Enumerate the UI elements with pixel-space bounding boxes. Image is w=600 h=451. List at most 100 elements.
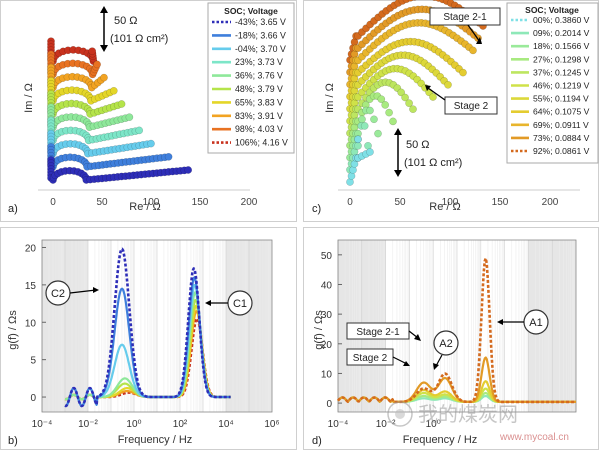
- annotation-text: C1: [233, 298, 247, 310]
- data-point: [397, 88, 406, 97]
- data-point: [402, 0, 411, 4]
- x-tick-label: 10⁶: [264, 419, 279, 430]
- x-tick-label: 100: [143, 197, 160, 208]
- data-point: [88, 47, 97, 56]
- data-point: [184, 166, 193, 174]
- data-point: [444, 80, 452, 89]
- data-point: [164, 152, 173, 161]
- y-tick-label: 20: [25, 243, 37, 254]
- plot-background: [41, 240, 272, 412]
- data-point: [93, 60, 101, 69]
- legend-entry: 36%; 3.76 V: [235, 71, 283, 81]
- legend-title: SOC; Voltage: [224, 6, 278, 16]
- annotation-c2: C2: [45, 280, 99, 306]
- legend-entry: -43%; 3.65 V: [235, 17, 286, 27]
- legend-entry: 23%; 3.73 V: [235, 57, 283, 67]
- legend-entry: 83%; 3.91 V: [235, 111, 283, 121]
- panel-a: 0 50 100 150 200 Re / Ω Im / Ω a) 50 Ω (101 …: [0, 0, 297, 222]
- annotation-a2: A2: [433, 330, 459, 370]
- legend-entry: 73%; 0.0884 V: [533, 133, 590, 143]
- data-point: [360, 122, 369, 130]
- legend-entry: 18%; 0.1566 V: [533, 41, 590, 51]
- watermark-text: 我的煤炭网: [418, 403, 518, 426]
- legend-title: SOC; Voltage: [525, 5, 579, 15]
- plot-frame: [41, 239, 273, 413]
- series-group: [47, 37, 193, 184]
- legend-entry: 00%; 0.3860 V: [533, 15, 590, 25]
- legend-entry: 64%; 0.1075 V: [533, 107, 590, 117]
- annotation-stage-2-1: Stage 2-1: [429, 7, 501, 44]
- data-point: [405, 99, 413, 108]
- panel-label-b: b): [8, 435, 18, 447]
- annotation-stage-2: Stage 2: [425, 85, 498, 115]
- x-tick-label: 100: [442, 197, 459, 208]
- series-group: [337, 257, 577, 404]
- annotation-a1: A1: [497, 309, 549, 335]
- x-tick-label: 10⁻²: [78, 419, 98, 430]
- y-tick-label: 30: [321, 310, 333, 321]
- panel-label-a: a): [8, 203, 18, 215]
- y-axis-label: Im / Ω: [324, 83, 336, 113]
- annotation-stage-2: Stage 2: [346, 348, 410, 366]
- panel-d: 0 10 20 30 40 50 10⁻⁴ 10⁻² 10⁰ Frequency / Hz g(…: [303, 227, 599, 450]
- data-point: [407, 0, 414, 2]
- legend-entries: -43%; 3.65 V -18%; 3.66 V -04%; 3.70 V 23%;…: [212, 17, 288, 148]
- data-point: [459, 68, 467, 77]
- data-point: [385, 108, 393, 117]
- data-point: [389, 117, 397, 126]
- annotation-text: Stage 2-1: [356, 327, 400, 338]
- data-point: [409, 105, 417, 114]
- y-tick-label: 0: [326, 399, 332, 410]
- annotation-text: C2: [51, 288, 65, 300]
- legend-entry: -04%; 3.70 V: [235, 44, 286, 54]
- scale-bar: 50 Ω (101 Ω cm²): [394, 128, 462, 177]
- x-tick-label: 0: [347, 197, 353, 208]
- series-group: [346, 0, 487, 186]
- y-axis-label: g(f) / Ωs: [313, 310, 325, 350]
- x-tick-label: 200: [542, 197, 559, 208]
- x-tick-label: 50: [96, 197, 108, 208]
- legend-entry: 27%; 0.1298 V: [533, 54, 590, 64]
- data-point: [401, 93, 409, 102]
- legend-entry: 106%; 4.16 V: [235, 138, 288, 148]
- data-point: [100, 73, 108, 82]
- scale-bar-sublabel: (101 Ω cm²): [404, 157, 462, 169]
- legend-entries: 00%; 0.3860 V 09%; 0.2014 V 18%; 0.1566 V 2…: [511, 15, 590, 156]
- y-tick-label: 20: [321, 340, 333, 351]
- series-00%; 0.3860 V: [346, 135, 374, 186]
- annotation-text: Stage 2: [353, 353, 388, 364]
- scale-bar: 50 Ω (101 Ω cm²): [100, 6, 168, 52]
- plot-frame: [337, 239, 577, 413]
- data-point: [366, 106, 374, 115]
- drt-curve: [337, 257, 577, 404]
- axes: 0 10 20 30 40 50 10⁻⁴ 10⁻² 10⁰: [321, 239, 577, 430]
- x-tick-label: 50: [394, 197, 406, 208]
- x-tick-labels: 0 50 100 150 200: [347, 197, 559, 208]
- legend-entry: 65%; 3.83 V: [235, 97, 283, 107]
- panel-c: 0 50 100 150 200 Re / Ω Im / Ω c) 50 Ω (101 …: [303, 0, 599, 222]
- y-axis-label: g(f) / Ωs: [7, 310, 19, 350]
- series--43%; 3.65 V: [47, 156, 193, 184]
- annotation-c1: C1: [205, 290, 253, 316]
- drt-curve: [64, 247, 232, 408]
- x-tick-label: 10⁰: [426, 419, 441, 430]
- annotation-text: Stage 2-1: [443, 12, 487, 23]
- x-axis-label: Frequency / Hz: [118, 434, 193, 446]
- x-axis-label: Frequency / Hz: [403, 434, 478, 446]
- data-point: [469, 46, 477, 55]
- x-tick-label: 10⁻⁴: [328, 419, 349, 430]
- legend-entry: 98%; 4.03 V: [235, 124, 283, 134]
- data-point: [125, 113, 134, 122]
- data-point: [381, 101, 390, 109]
- watermark: 我的煤炭网 www.mycoal.cn: [387, 401, 569, 443]
- x-tick-label: 10⁻²: [376, 419, 396, 430]
- x-tick-labels: 0 50 100 150 200: [50, 197, 258, 208]
- x-tick-label: 10⁰: [126, 419, 141, 430]
- data-point: [135, 126, 144, 135]
- legend-entry: 48%; 3.79 V: [235, 84, 283, 94]
- y-tick-label: 40: [321, 280, 333, 291]
- x-tick-label: 10⁴: [218, 419, 233, 430]
- scale-bar-label: 50 Ω: [406, 139, 430, 151]
- data-point: [109, 86, 118, 95]
